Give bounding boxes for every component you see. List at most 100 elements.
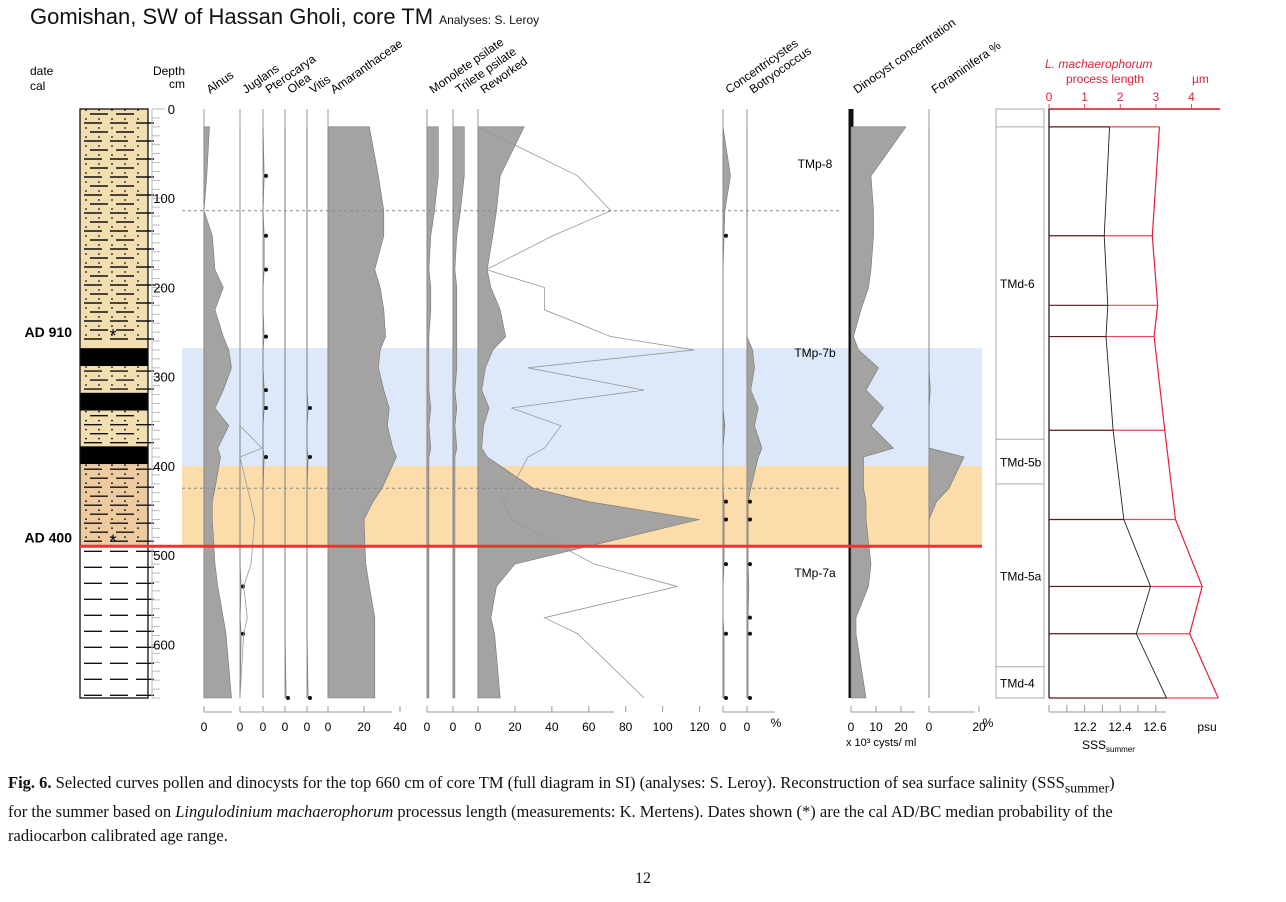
- lithology-dot: [137, 334, 139, 336]
- x-tick-label: 60: [582, 720, 596, 734]
- lithology-dot: [111, 491, 113, 494]
- lithology-dot: [111, 271, 113, 273]
- lithology-dot: [85, 172, 87, 174]
- lithology-dot: [85, 190, 87, 192]
- lithology-dot: [111, 410, 113, 413]
- date-asterisk: *: [109, 531, 116, 551]
- depth-tick-label: 300: [153, 370, 175, 385]
- lithology-dot: [111, 136, 113, 138]
- lithology-dot: [124, 172, 126, 174]
- x-tick-label: 40: [393, 720, 407, 734]
- x-tick-label: 0: [325, 720, 332, 734]
- depth-tick-label: 600: [153, 637, 175, 652]
- lithology-dot: [98, 271, 100, 273]
- presence-dot: [748, 499, 752, 504]
- lithology-dot: [137, 217, 139, 219]
- presence-dot: [308, 455, 312, 460]
- lithology-dot: [124, 334, 126, 336]
- presence-dot: [264, 455, 268, 460]
- lithology-column: AD 910 * AD 400 *: [25, 108, 154, 699]
- lithology-dot: [124, 262, 126, 264]
- curve-area: [850, 126, 907, 699]
- caption-text: processus length (measurements: K. Merte…: [393, 802, 1113, 822]
- lithology-dot: [137, 271, 139, 273]
- lithology-unit: [80, 446, 148, 465]
- curve-area: [477, 126, 700, 699]
- lithology-dot: [137, 235, 139, 237]
- lithology-dot: [111, 527, 113, 530]
- lithology-dot: [137, 136, 139, 138]
- lithology-dot: [98, 253, 100, 255]
- lithology-dot: [124, 289, 126, 291]
- presence-dot: [724, 562, 728, 567]
- presence-dot: [724, 517, 728, 522]
- x-tick-label: 40: [545, 720, 559, 734]
- lithology-dot: [137, 154, 139, 156]
- lithology-dot: [111, 419, 113, 422]
- lithology-dot: [98, 437, 100, 440]
- curve-area: [928, 126, 965, 698]
- depth-tick-label: 200: [153, 280, 175, 295]
- lithology-dot: [111, 217, 113, 219]
- curve-area: [746, 126, 763, 699]
- lithology-dot: [137, 298, 139, 300]
- lithology-dot: [98, 289, 100, 291]
- lithology-dot: [137, 464, 139, 467]
- process-tick-label: 4: [1188, 90, 1195, 104]
- lithology-dot: [85, 366, 87, 368]
- lithology-dot: [124, 482, 126, 485]
- lithology-dot: [137, 518, 139, 521]
- curve-concentricystes: 0: [720, 109, 751, 734]
- lithology-dot: [85, 136, 87, 138]
- process-unit: µm: [1192, 72, 1209, 86]
- lithology-dot: [137, 419, 139, 422]
- presence-dot: [724, 631, 728, 636]
- presence-dot: [264, 267, 268, 272]
- lithology-dot: [137, 366, 139, 368]
- lithology-dot: [85, 118, 87, 120]
- lithology-dot: [111, 428, 113, 431]
- lithology-dot: [137, 145, 139, 147]
- presence-dot: [748, 517, 752, 522]
- lithology-dot: [98, 127, 100, 129]
- lithology-dot: [85, 482, 87, 485]
- lithology-dot: [124, 536, 126, 539]
- lithology-dot: [111, 127, 113, 129]
- caption-text: Selected curves pollen and dinocysts for…: [55, 773, 1065, 792]
- lithology-dot: [124, 136, 126, 138]
- lithology-dot: [85, 127, 87, 129]
- lithology-dot: [111, 244, 113, 246]
- presence-dot: [748, 615, 752, 620]
- column-label: Alnus: [204, 68, 237, 97]
- lithology-dot: [137, 208, 139, 210]
- page-number: 12: [635, 870, 651, 887]
- lithology-dot: [85, 289, 87, 291]
- lithology-unit: [80, 348, 148, 367]
- presence-dot: [724, 233, 728, 238]
- lithology-dot: [85, 163, 87, 165]
- zones: TMp-8 TMp-7b TMp-7a TMd-6 TMd-5b TMd-5a TMd-4: [182, 108, 1045, 699]
- lithology-dot: [98, 419, 100, 422]
- x-tick-label: 100: [653, 720, 673, 734]
- caption-text: for the summer based on: [8, 802, 176, 822]
- lithology-dot: [111, 325, 113, 327]
- lithology-dot: [98, 235, 100, 237]
- lithology-unit: [80, 410, 148, 447]
- lithology-dot: [111, 536, 113, 539]
- lithology-dot: [111, 473, 113, 476]
- presence-dot: [724, 499, 728, 504]
- pollen-zone-label: TMp-7a: [794, 566, 836, 580]
- lithology-dot: [98, 375, 100, 377]
- pollen-zone-label: TMp-8: [798, 157, 833, 171]
- lithology-dot: [137, 244, 139, 246]
- lithology-dot: [85, 428, 87, 431]
- lithology-dot: [98, 334, 100, 336]
- lithology-dot: [85, 509, 87, 512]
- lithology-dot: [85, 437, 87, 440]
- lithology-unit: [80, 546, 148, 698]
- sss-tick-label: 12.6: [1143, 720, 1167, 734]
- lithology-dot: [137, 127, 139, 129]
- curve-area: [426, 126, 439, 699]
- dinocyst-unit-label: x 10³ cysts/ ml: [846, 737, 916, 749]
- process-title: process length: [1066, 72, 1144, 86]
